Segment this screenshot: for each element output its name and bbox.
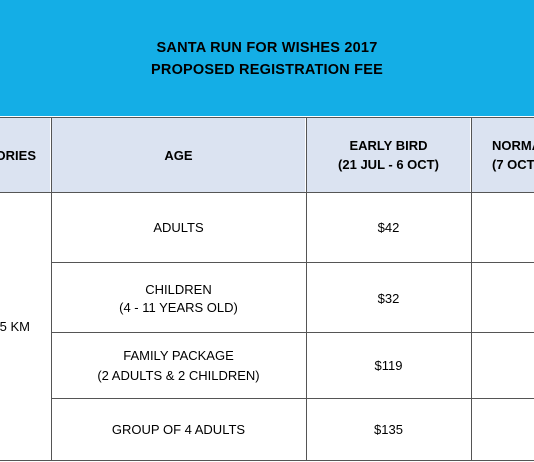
header-cell-early-bird: [307, 118, 470, 192]
age-cell-family-package: FAMILY PACKAGE: [123, 348, 234, 363]
column-divider: [51, 117, 52, 461]
row-divider: [52, 398, 534, 399]
table-border-bottom: [0, 460, 534, 461]
header-category-label: CATEGORIES: [0, 148, 36, 163]
category-value: 5 KM: [0, 319, 30, 334]
age-cell-children: CHILDREN: [145, 282, 212, 297]
header-cell-normal: [472, 118, 534, 192]
column-divider: [471, 117, 472, 461]
header-normal-dates: (7 OCT: [492, 157, 534, 172]
early-bird-price: $135: [374, 422, 403, 437]
early-bird-price: $32: [377, 291, 400, 306]
header-border-bottom: [0, 192, 534, 193]
header-early-bird-dates: (21 JUL - 6 OCT): [338, 157, 439, 172]
age-cell-group-of-4: GROUP OF 4 ADULTS: [111, 422, 246, 437]
header-normal-label: NORMAL: [492, 138, 534, 153]
row-divider: [52, 262, 534, 263]
early-bird-price: $119: [374, 358, 403, 373]
age-cell-family-package-detail: (2 ADULTS & 2 CHILDREN): [97, 368, 260, 383]
age-cell-adults: ADULTS: [153, 220, 204, 235]
table-border-top: [0, 117, 534, 118]
title-banner: [0, 0, 534, 116]
header-early-bird-label: EARLY BIRD: [349, 138, 428, 153]
header-age-label: AGE: [164, 148, 193, 163]
column-divider: [306, 117, 307, 461]
early-bird-price: $42: [377, 220, 400, 235]
header-cell-age: [52, 118, 305, 192]
page-subtitle: PROPOSED REGISTRATION FEE: [151, 62, 383, 78]
header-cell-category: [0, 118, 50, 192]
age-cell-children-range: (4 - 11 YEARS OLD): [119, 300, 238, 315]
page-title: SANTA RUN FOR WISHES 2017: [156, 40, 378, 56]
row-divider: [52, 332, 534, 333]
